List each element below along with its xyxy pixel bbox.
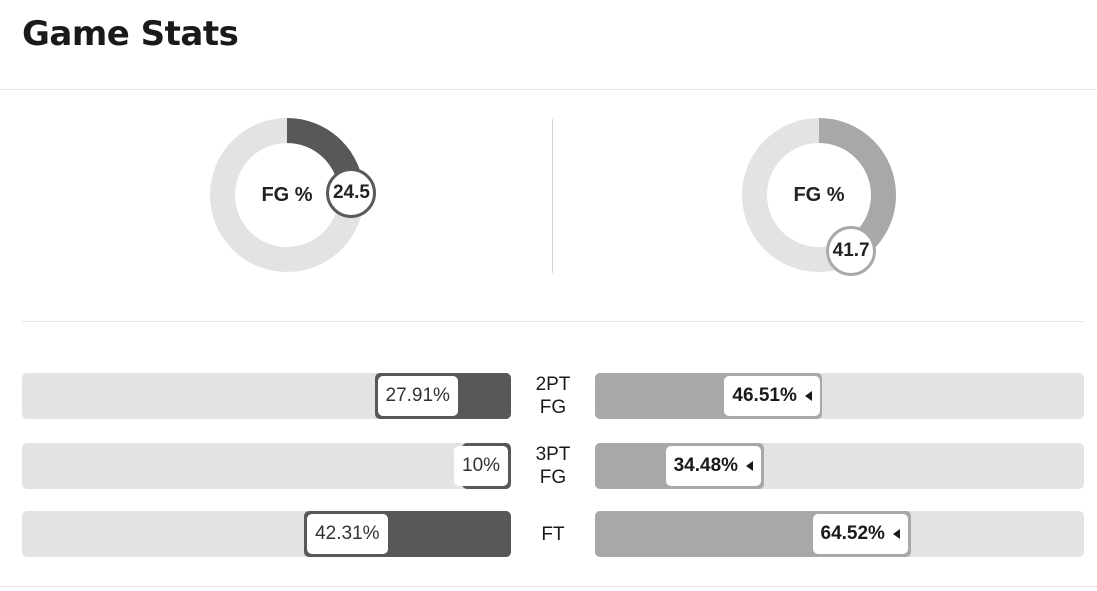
stat-label-line: FT <box>541 523 565 545</box>
stat-value-chip: 64.52% <box>812 514 908 554</box>
stat-value: 27.91% <box>385 385 450 406</box>
stat-bar-right: 46.51% <box>595 373 1084 419</box>
fg-donut-right-ring <box>742 118 896 272</box>
donut-arc <box>742 118 896 272</box>
stat-label-line: 2PT <box>535 374 571 395</box>
stat-value-chip: 46.51% <box>724 376 820 416</box>
stat-value-chip: 10% <box>454 446 509 486</box>
fg-value-badge: 24.5 <box>326 167 377 218</box>
stat-value: 10% <box>462 455 501 476</box>
stat-bar-left: 10% <box>22 443 511 489</box>
stat-label-line: 3PT <box>535 444 571 465</box>
stat-label-line: FG <box>539 397 567 418</box>
stat-bar-right: 34.48% <box>595 443 1084 489</box>
stat-label: FT <box>511 511 595 557</box>
fg-label: FG % <box>793 184 845 206</box>
stat-row-3pt-fg: 10% 3PT FG 34.48% <box>0 443 1097 489</box>
stat-value: 34.48% <box>673 455 739 476</box>
stat-value: 42.31% <box>315 523 380 544</box>
caret-left-icon <box>746 461 754 471</box>
stat-value-chip: 42.31% <box>307 514 388 554</box>
stat-label-line: FG <box>539 467 567 488</box>
stat-label: 3PT FG <box>511 443 595 489</box>
stat-value-chip: 34.48% <box>665 446 762 486</box>
divider <box>22 321 1084 322</box>
stat-bar-right: 64.52% <box>595 511 1084 557</box>
stat-bar-left: 42.31% <box>22 511 511 557</box>
caret-left-icon <box>892 529 900 539</box>
caret-left-icon <box>804 391 812 401</box>
divider <box>0 586 1097 587</box>
stat-label: 2PT FG <box>511 373 595 419</box>
fg-label: FG % <box>261 184 313 206</box>
page-title: Game Stats <box>22 14 239 54</box>
donut-arc <box>210 118 364 272</box>
stat-value-chip: 27.91% <box>377 376 458 416</box>
divider <box>0 89 1097 90</box>
fg-value-badge: 41.7 <box>826 225 877 276</box>
stat-value: 46.51% <box>732 385 797 406</box>
stat-bar-left: 27.91% <box>22 373 511 419</box>
fg-donut-right: FG % 41.7 <box>739 115 899 276</box>
stat-value: 64.52% <box>820 523 885 544</box>
stat-row-2pt-fg: 27.91% 2PT FG 46.51% <box>0 373 1097 419</box>
stat-row-ft: 42.31% FT 64.52% <box>0 511 1097 557</box>
team-divider <box>552 119 553 273</box>
fg-donut-left: FG % 24.5 <box>207 115 377 275</box>
